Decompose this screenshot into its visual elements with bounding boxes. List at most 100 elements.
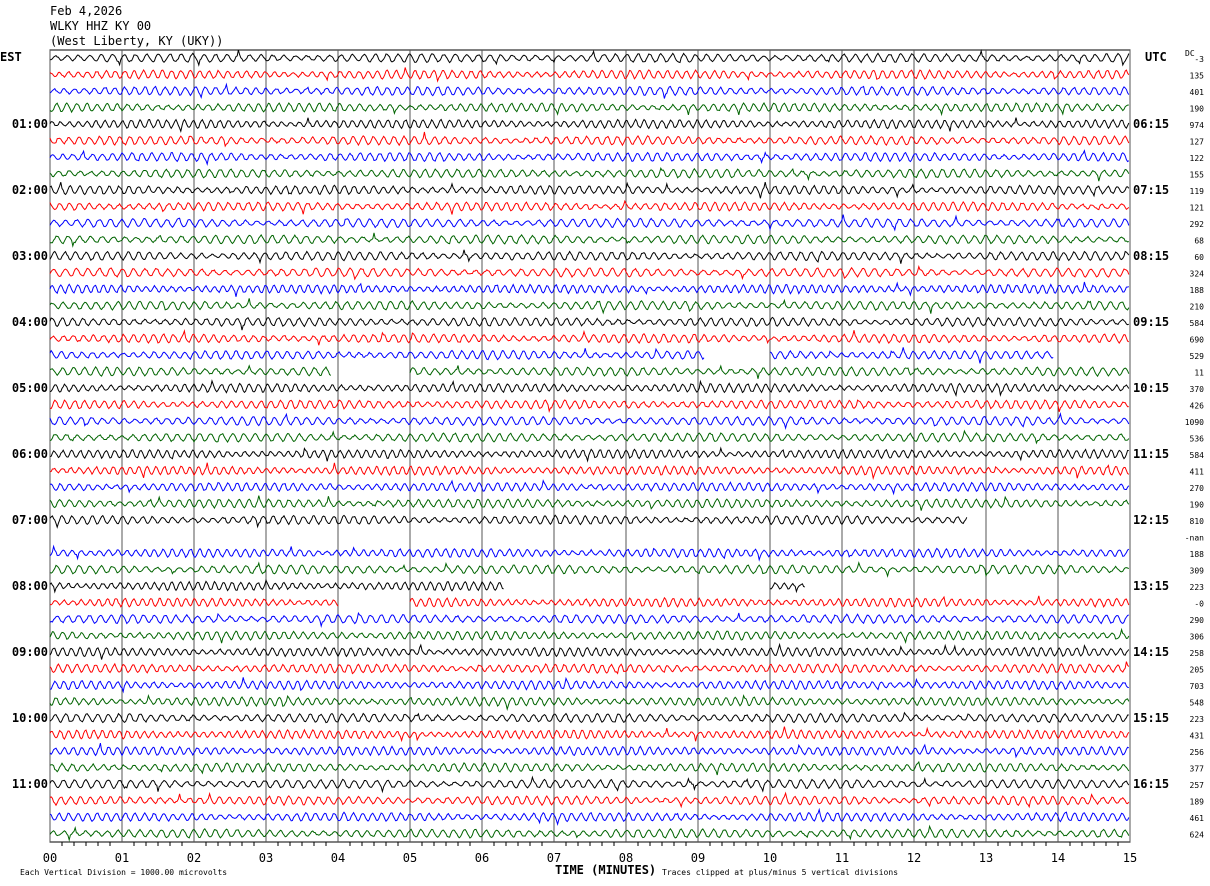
dc-offset-label: -0 <box>1194 600 1204 609</box>
trace-line <box>49 281 1129 297</box>
dc-offset-label: 426 <box>1190 402 1205 411</box>
trace-line <box>49 693 1130 712</box>
trace-line <box>49 775 1130 794</box>
dc-offset-label: 60 <box>1194 253 1204 262</box>
dc-offset-label: 411 <box>1190 468 1205 477</box>
trace-line <box>49 316 1129 331</box>
dc-offset-label: 306 <box>1190 633 1205 642</box>
left-time-label: 04:00 <box>12 315 48 329</box>
trace-line <box>49 329 1130 346</box>
x-tick-label: 00 <box>43 851 57 865</box>
dc-label: DC <box>1185 49 1195 58</box>
trace-line <box>49 364 332 377</box>
right-time-label: 11:15 <box>1133 447 1169 461</box>
trace-line <box>49 597 339 608</box>
dc-offset-label: 624 <box>1190 831 1205 840</box>
left-axis-label: EST <box>0 50 22 64</box>
dc-offset-label: 127 <box>1190 138 1205 147</box>
x-tick-label: 09 <box>691 851 705 865</box>
left-time-label: 03:00 <box>12 249 48 263</box>
footer-scale-note: Each Vertical Division = 1000.00 microvo… <box>20 868 227 877</box>
trace-line <box>49 379 1130 398</box>
right-time-label: 15:15 <box>1133 711 1169 725</box>
x-tick-label: 06 <box>475 851 489 865</box>
dc-offset-label: 529 <box>1190 352 1205 361</box>
trace-line <box>49 347 705 361</box>
dc-offset-label: 1090 <box>1185 418 1204 427</box>
trace-line <box>49 181 1130 199</box>
right-time-label: 13:15 <box>1133 579 1169 593</box>
dc-offset-label: 122 <box>1190 154 1205 163</box>
trace-line <box>409 364 1130 379</box>
trace-line <box>49 412 1130 431</box>
x-tick-label: 12 <box>907 851 921 865</box>
dc-offset-label: 188 <box>1190 550 1205 559</box>
x-axis-title: TIME (MINUTES) <box>555 863 656 877</box>
trace-line <box>49 149 1130 166</box>
x-tick-label: 04 <box>331 851 345 865</box>
dc-offset-label: 290 <box>1190 616 1205 625</box>
left-time-label: 09:00 <box>12 645 48 659</box>
left-time-label: 06:00 <box>12 447 48 461</box>
dc-offset-label: 974 <box>1190 121 1205 130</box>
trace-line <box>49 676 1129 694</box>
dc-offset-label: 370 <box>1190 385 1205 394</box>
trace-line <box>49 544 1130 562</box>
dc-offset-label: 68 <box>1194 237 1204 246</box>
right-time-label: 09:15 <box>1133 315 1169 329</box>
trace-line <box>49 399 1129 414</box>
trace-line <box>49 117 1130 134</box>
dc-offset-label: 190 <box>1190 105 1205 114</box>
dc-offset-label: 155 <box>1190 171 1205 180</box>
station-label: WLKY HHZ KY 00 <box>50 19 152 33</box>
right-axis-label: UTC <box>1145 50 1167 64</box>
dc-offset-label: 223 <box>1190 583 1205 592</box>
trace-line <box>49 824 1130 842</box>
left-time-label: 11:00 <box>12 777 48 791</box>
right-time-label: 12:15 <box>1133 513 1169 527</box>
plot-frame <box>49 49 1131 843</box>
right-time-label: 07:15 <box>1133 183 1169 197</box>
dc-offset-label: 703 <box>1190 682 1205 691</box>
trace-line <box>769 347 1054 364</box>
left-time-label: 02:00 <box>12 183 48 197</box>
dc-offset-label: 536 <box>1190 435 1205 444</box>
dc-offset-label: 401 <box>1190 88 1205 97</box>
left-time-label: 10:00 <box>12 711 48 725</box>
trace-line <box>49 167 1130 182</box>
location-label: (West Liberty, KY (UKY)) <box>50 34 224 48</box>
x-tick-label: 02 <box>187 851 201 865</box>
trace-line <box>49 131 1130 148</box>
trace-line <box>49 726 1130 743</box>
trace-line <box>49 298 1130 315</box>
dc-offset-label: -nan <box>1185 534 1204 543</box>
trace-line <box>49 429 1130 445</box>
dc-offset-label: 431 <box>1190 732 1205 741</box>
trace-line <box>409 595 1130 608</box>
x-tick-label: 01 <box>115 851 129 865</box>
left-time-label: 07:00 <box>12 513 48 527</box>
x-tick-label: 13 <box>979 851 993 865</box>
trace-line <box>49 67 1130 83</box>
dc-offset-label: 205 <box>1190 666 1205 675</box>
dc-offset-label: 548 <box>1190 699 1205 708</box>
trace-line <box>49 661 1130 675</box>
footer-clip-note: Traces clipped at plus/minus 5 vertical … <box>662 868 898 877</box>
trace-line <box>49 711 1129 724</box>
right-time-label: 08:15 <box>1133 249 1169 263</box>
dc-offset-label: 584 <box>1190 319 1205 328</box>
dc-offset-label: -3 <box>1194 55 1204 64</box>
dc-offset-label: 190 <box>1190 501 1205 510</box>
dc-offset-label: 270 <box>1190 484 1205 493</box>
right-time-label: 06:15 <box>1133 117 1169 131</box>
dc-offset-label: 188 <box>1190 286 1205 295</box>
dc-offset-label: 223 <box>1190 715 1205 724</box>
trace-line <box>49 807 1130 827</box>
right-time-label: 16:15 <box>1133 777 1169 791</box>
trace-line <box>49 742 1129 759</box>
x-tick-label: 05 <box>403 851 417 865</box>
trace-line <box>49 627 1130 645</box>
trace-line <box>49 249 1130 265</box>
trace-line <box>49 214 1130 232</box>
